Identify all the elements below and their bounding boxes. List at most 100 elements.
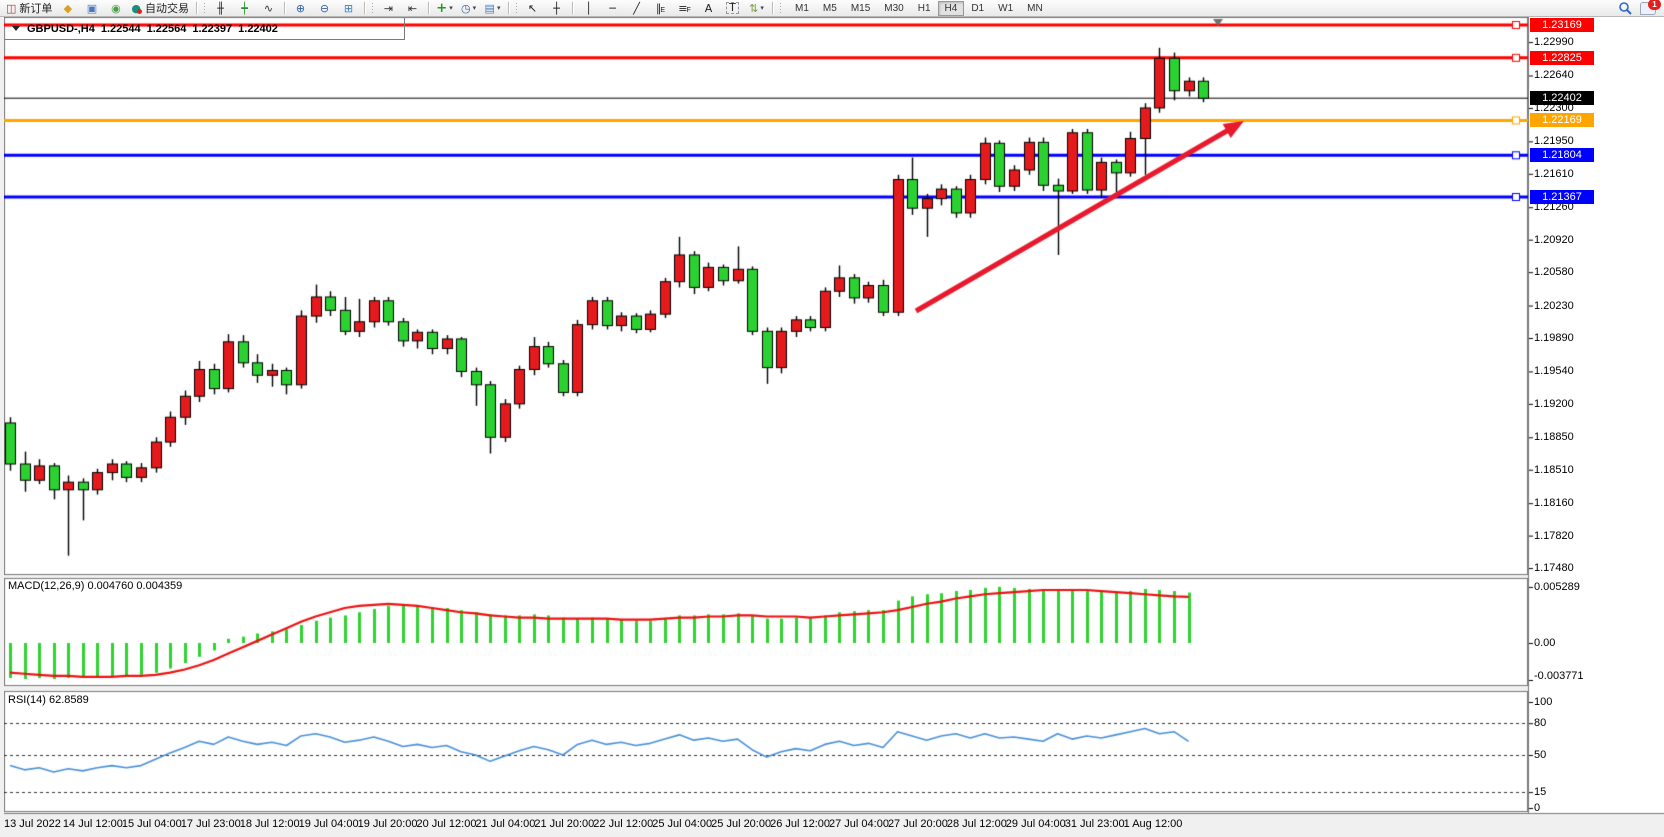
text-tool-button[interactable]: A bbox=[697, 0, 720, 17]
fibonacci-icon-sub: F bbox=[686, 7, 691, 14]
time-axis-label: 27 Jul 04:00 bbox=[829, 818, 889, 830]
toolbar-separator bbox=[572, 2, 574, 14]
search-icon bbox=[1619, 2, 1632, 15]
timeframe-m30[interactable]: M30 bbox=[884, 2, 904, 14]
dropdown-caret-icon: ▾ bbox=[496, 5, 501, 12]
toolbar-separator bbox=[284, 2, 286, 14]
channel-tool-button[interactable]: ∥ E bbox=[649, 0, 672, 17]
chart-canvas[interactable] bbox=[0, 17, 1664, 837]
horizontal-line-tool-button[interactable]: ─ bbox=[601, 0, 624, 17]
low-value: 1.22397 bbox=[192, 22, 233, 35]
text-icon: A bbox=[704, 1, 713, 15]
auto-trading-button[interactable]: ● 自动交易 bbox=[128, 0, 192, 17]
price-tick-label: 1.21610 bbox=[1534, 167, 1574, 180]
dropdown-caret-icon: ▾ bbox=[472, 5, 477, 12]
price-tick-label: 1.22990 bbox=[1534, 36, 1574, 49]
zoom-out-icon: ⊖ bbox=[319, 1, 330, 15]
pivot-line-badge[interactable]: 1.22169 bbox=[1530, 113, 1594, 128]
open-value: 1.22544 bbox=[100, 22, 141, 35]
timeframe-h1[interactable]: H1 bbox=[917, 2, 931, 14]
time-axis-label: 19 Jul 20:00 bbox=[357, 818, 418, 830]
horizontal-line-icon: ─ bbox=[609, 1, 616, 15]
resistance-line-badge[interactable]: 1.22825 bbox=[1530, 50, 1594, 65]
price-tick-label: 1.19200 bbox=[1534, 397, 1574, 410]
zoom-in-button[interactable]: ⊕ bbox=[289, 0, 312, 17]
time-axis-label: 17 Jul 23:00 bbox=[180, 818, 241, 830]
periods-button[interactable]: ◷ ▾ bbox=[457, 0, 480, 17]
notification-badge: 1 bbox=[1648, 0, 1661, 10]
add-indicators-button[interactable]: + ▾ bbox=[433, 0, 456, 17]
timeframe-h4[interactable]: H4 bbox=[937, 0, 965, 16]
templates-button[interactable]: ▤ ▾ bbox=[481, 0, 504, 17]
data-window-icon: ▣ bbox=[86, 1, 98, 15]
chart-shift-button[interactable]: ⇤ bbox=[401, 0, 424, 17]
market-watch-button[interactable]: ◆ bbox=[56, 0, 79, 17]
crosshair-tool-button[interactable]: ┼ bbox=[545, 0, 568, 17]
search-button[interactable] bbox=[1618, 1, 1632, 15]
time-axis-label: 26 Jul 12:00 bbox=[770, 818, 831, 830]
new-order-icon: ◫ bbox=[6, 1, 17, 15]
dropdown-caret-icon: ▾ bbox=[449, 5, 453, 12]
chevron-down-icon bbox=[12, 26, 20, 31]
timeframe-w1[interactable]: W1 bbox=[998, 2, 1014, 14]
dropdown-caret-icon: ▾ bbox=[760, 5, 764, 12]
trendline-tool-button[interactable]: ╱ bbox=[625, 0, 648, 17]
navigator-button[interactable]: ◉ bbox=[104, 0, 127, 17]
resistance-line-badge[interactable]: 1.23169 bbox=[1530, 18, 1594, 32]
market-watch-icon: ◆ bbox=[63, 1, 73, 15]
auto-trading-button-label: 自动交易 bbox=[145, 3, 190, 15]
price-tick-label: 1.21950 bbox=[1534, 135, 1574, 148]
arrows-tool-button[interactable]: ⇅ ▾ bbox=[745, 0, 768, 17]
current-price-line-badge[interactable]: 1.22402 bbox=[1530, 91, 1594, 106]
zoom-out-button[interactable]: ⊖ bbox=[313, 0, 336, 17]
timeframe-mn[interactable]: MN bbox=[1027, 2, 1043, 14]
rsi-axis-label: 100 bbox=[1534, 696, 1553, 708]
data-window-button[interactable]: ▣ bbox=[80, 0, 103, 17]
fibonacci-tool-button[interactable]: ≡ F bbox=[673, 0, 696, 17]
toolbar-separator bbox=[196, 2, 198, 14]
bar-chart-mode-button[interactable]: ╫ bbox=[209, 0, 232, 17]
channel-icon: ∥ bbox=[655, 1, 662, 15]
time-axis-label: 13 Jul 2022 bbox=[4, 818, 61, 830]
price-tick-label: 1.20230 bbox=[1534, 299, 1574, 312]
notifications-button[interactable]: 1 bbox=[1640, 0, 1661, 15]
timeframe-d1[interactable]: D1 bbox=[971, 2, 985, 14]
price-tick-label: 1.21260 bbox=[1534, 201, 1574, 214]
toolbar-items: ◫ 新订单 ◆ ▣ ◉ ● 自动交易 ╫ ┿ ∿ ⊕ ⊖ ⊞ ⇥ ⇤ + ▾ ◷ ▾ ▤ ▾ ↖ ┼ │ ─ ╱ ∥ E ≡ F A T ⇅ ▾ bbox=[3, 0, 784, 17]
vertical-line-icon: │ bbox=[585, 1, 592, 15]
vertical-line-tool-button[interactable]: │ bbox=[577, 0, 600, 17]
fibonacci-icon: ≡ bbox=[678, 1, 688, 15]
tile-windows-icon: ⊞ bbox=[343, 1, 354, 15]
bar-chart-icon: ╫ bbox=[217, 1, 224, 15]
time-axis-label: 15 Jul 04:00 bbox=[121, 818, 182, 830]
window-bottom-strip bbox=[0, 831, 1664, 837]
price-tick-label: 1.20920 bbox=[1534, 233, 1574, 246]
channel-icon-sub: E bbox=[660, 7, 666, 14]
toolbar-separator bbox=[508, 2, 510, 14]
timeframe-m1[interactable]: M1 bbox=[795, 2, 809, 14]
time-axis-label: 14 Jul 12:00 bbox=[62, 818, 123, 830]
line-chart-mode-button[interactable]: ∿ bbox=[257, 0, 280, 17]
time-axis-label: 22 Jul 12:00 bbox=[593, 818, 654, 830]
cursor-tool-button[interactable]: ↖ bbox=[521, 0, 544, 17]
candlestick-icon: ┿ bbox=[241, 1, 248, 15]
support-line-badge[interactable]: 1.21367 bbox=[1530, 190, 1594, 205]
scroll-to-end-button[interactable]: ⇥ bbox=[377, 0, 400, 17]
support-line-badge[interactable]: 1.21804 bbox=[1530, 148, 1594, 163]
new-order-button[interactable]: ◫ 新订单 bbox=[3, 0, 55, 17]
timeframe-m5[interactable]: M5 bbox=[822, 2, 837, 14]
timeframe-m15[interactable]: M15 bbox=[850, 2, 871, 14]
chart-symbol-header[interactable]: GBPUSD-,H4 1.22544 1.22564 1.22397 1.224… bbox=[5, 18, 405, 40]
toolbar-drag-handle bbox=[203, 2, 207, 14]
rsi-axis-label: 50 bbox=[1534, 749, 1547, 761]
tile-windows-button[interactable]: ⊞ bbox=[337, 0, 360, 17]
time-axis-label: 27 Jul 20:00 bbox=[887, 818, 948, 830]
toolbar-drag-handle bbox=[371, 2, 375, 14]
candlestick-mode-button[interactable]: ┿ bbox=[233, 0, 256, 17]
signal-icon: ◉ bbox=[111, 1, 121, 15]
scroll-end-icon: ⇥ bbox=[383, 1, 394, 15]
label-tool-button[interactable]: T bbox=[721, 0, 744, 17]
rsi-indicator-label: RSI(14) 62.8589 bbox=[8, 694, 89, 706]
price-tick-label: 1.18160 bbox=[1534, 497, 1574, 510]
